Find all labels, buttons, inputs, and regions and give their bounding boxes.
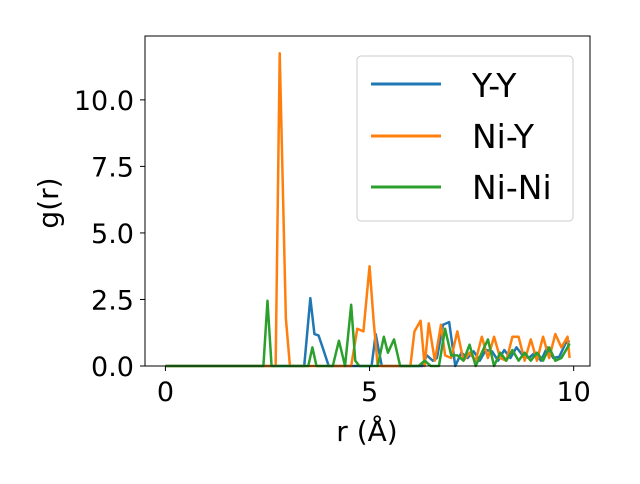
y-tick-label: 0.0 (91, 352, 134, 383)
series-line-ni-ni (165, 299, 571, 368)
x-axis-label: r (Å) (336, 414, 397, 448)
series-line-ni-y (165, 52, 571, 368)
legend-label-y-y: Y-Y (471, 66, 517, 105)
legend-label-ni-ni: Ni-Ni (472, 168, 552, 207)
y-tick-label: 10.0 (74, 86, 134, 117)
x-tick-label: 0 (157, 377, 174, 408)
y-axis-label: g(r) (32, 177, 65, 228)
ticks-layer: 0 5 10 0.0 2.5 5.0 7.5 10.0 (74, 86, 591, 408)
y-tick-label: 5.0 (91, 219, 134, 250)
x-tick-label: 10 (556, 377, 590, 408)
y-tick-label: 7.5 (91, 152, 134, 183)
legend: Y-Y Ni-Y Ni-Ni (356, 55, 574, 222)
legend-box (356, 55, 574, 222)
x-tick-label: 5 (361, 377, 378, 408)
y-tick-label: 2.5 (91, 285, 134, 316)
series-layer (165, 52, 571, 368)
legend-label-ni-y: Ni-Y (472, 117, 535, 156)
plot-frame (144, 35, 591, 367)
